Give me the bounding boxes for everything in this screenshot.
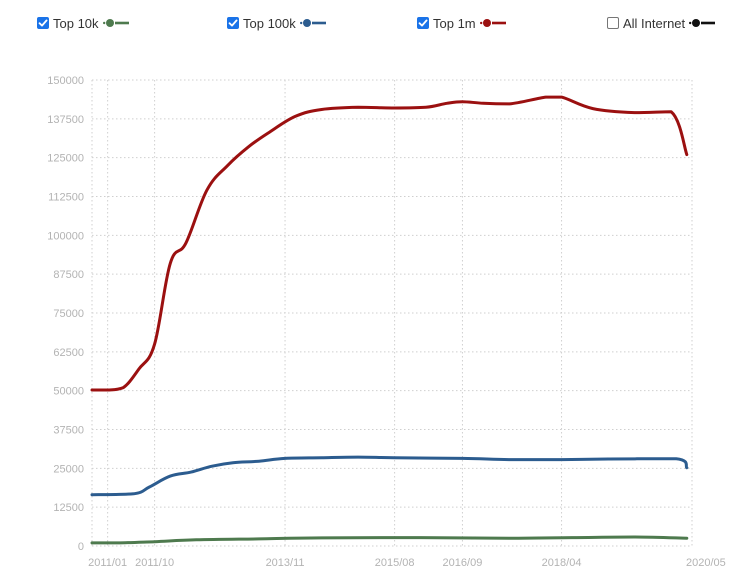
legend-label: Top 10k (53, 15, 99, 31)
legend-checkbox-top-10k[interactable] (37, 17, 49, 29)
x-tick-label: 2016/09 (443, 557, 483, 569)
y-tick-label: 112500 (48, 192, 84, 204)
x-tick-label: 2018/04 (542, 557, 582, 569)
series-line-top-100k (90, 455, 689, 497)
legend-item-top-1m[interactable]: Top 1m (417, 13, 506, 33)
x-tick-label: 2015/08 (375, 557, 415, 569)
legend-checkbox-top-100k[interactable] (227, 17, 239, 29)
legend-item-top-10k[interactable]: Top 10k (37, 13, 129, 33)
x-tick-label: 2011/01 (88, 557, 127, 569)
series-line-top-1m (90, 95, 689, 392)
legend-swatch-icon (689, 18, 716, 28)
x-tick-label: 2011/10 (135, 557, 174, 569)
y-tick-label: 87500 (53, 269, 84, 281)
y-tick-label: 12500 (53, 502, 84, 514)
x-tick-label: 2020/05 (686, 557, 726, 569)
y-tick-label: 37500 (53, 425, 84, 437)
legend-swatch-icon (102, 18, 129, 28)
y-tick-label: 100000 (47, 230, 84, 242)
legend-item-all-internet[interactable]: All Internet (607, 13, 716, 33)
legend-label: All Internet (623, 15, 686, 31)
y-tick-label: 75000 (53, 308, 84, 320)
y-tick-label: 150000 (47, 75, 84, 87)
legend-label: Top 100k (243, 15, 296, 31)
chart-legend: Top 10k Top 100k Top 1m All Internet (0, 0, 747, 40)
legend-swatch-icon (299, 18, 326, 28)
legend-checkbox-top-1m[interactable] (417, 17, 429, 29)
y-tick-label: 50000 (53, 386, 84, 398)
y-tick-label: 62500 (53, 347, 84, 359)
y-tick-label: 137500 (47, 114, 84, 126)
legend-item-top-100k[interactable]: Top 100k (227, 13, 326, 33)
y-tick-label: 125000 (47, 153, 84, 165)
legend-label: Top 1m (433, 15, 476, 31)
legend-swatch-icon (479, 18, 506, 28)
y-tick-label: 25000 (53, 463, 84, 475)
series-line-top-10k (90, 535, 689, 545)
legend-checkbox-all-internet[interactable] (607, 17, 619, 29)
x-tick-label: 2013/11 (266, 557, 305, 569)
y-tick-label: 0 (78, 541, 84, 553)
